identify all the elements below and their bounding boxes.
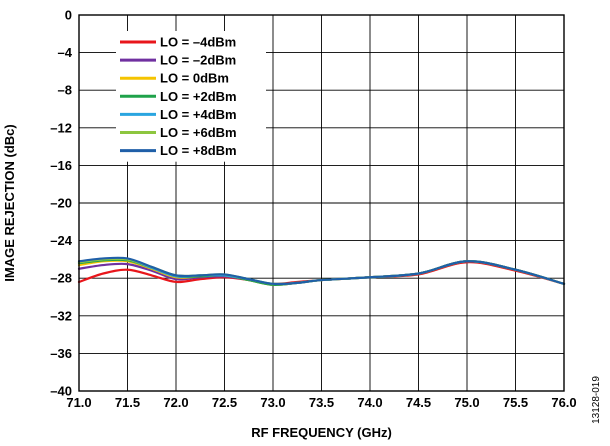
x-tick-label: 72.0 [163,395,188,410]
figure-id: 13128-019 [591,376,602,424]
legend-label: LO = +4dBm [160,107,237,122]
x-axis-title: RF FREQUENCY (GHz) [251,425,392,440]
y-tick-label: –4 [58,45,73,60]
y-tick-label: –40 [50,384,72,399]
x-tick-label: 73.0 [260,395,285,410]
x-tick-label: 76.0 [551,395,576,410]
x-tick-label: 73.5 [309,395,334,410]
x-tick-label: 74.5 [406,395,431,410]
plot-frame [78,14,565,392]
y-tick-label: –12 [50,120,72,135]
legend-label: LO = –2dBm [160,53,236,68]
legend-label: LO = +2dBm [160,89,237,104]
legend-label: LO = 0dBm [160,71,229,86]
x-tick-label: 75.5 [503,395,528,410]
series-line-6 [77,256,566,286]
x-tick-label: 72.5 [212,395,237,410]
x-tick-label: 75.0 [454,395,479,410]
y-tick-labels: 0 –4 –8 –12 –16 –20 –24 –28 –32 –36 –40 [50,8,72,399]
x-tick-label: 71.5 [115,395,140,410]
x-tick-labels: 71.0 71.5 72.0 72.5 73.0 73.5 74.0 74.5 75.0 75.5… [66,395,576,410]
legend-label: LO = +8dBm [160,143,237,158]
legend-label: LO = –4dBm [160,35,236,50]
legend: LO = –4dBm LO = –2dBm LO = 0dBm LO = +2dBm L… [116,31,266,162]
y-tick-label: –36 [50,346,72,361]
x-tick-label: 74.0 [357,395,382,410]
y-tick-label: –24 [50,233,72,248]
y-tick-label: –32 [50,308,72,323]
x-tick-label: 71.0 [66,395,91,410]
series-layer [77,256,566,286]
y-tick-label: –16 [50,158,72,173]
y-tick-label: –28 [50,271,72,286]
y-tick-label: –8 [58,83,72,98]
y-tick-label: 0 [65,8,72,23]
legend-label: LO = +6dBm [160,125,237,140]
y-axis-title: IMAGE REJECTION (dBc) [2,124,17,281]
y-tick-label: –20 [50,196,72,211]
